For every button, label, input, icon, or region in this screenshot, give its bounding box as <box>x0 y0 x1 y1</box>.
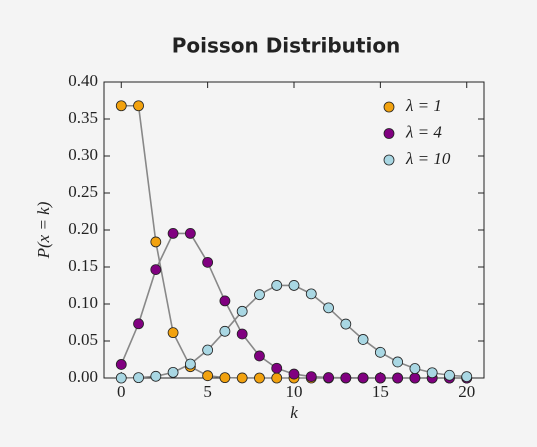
point <box>115 372 127 384</box>
point <box>254 289 265 301</box>
point <box>392 356 404 368</box>
x-tick-label: 0 <box>117 382 126 401</box>
y-tick-label: 0.30 <box>68 145 98 164</box>
point <box>340 318 352 330</box>
legend-marker <box>383 128 395 139</box>
point <box>236 305 248 317</box>
point <box>374 346 386 358</box>
x-tick-label: 15 <box>372 382 389 401</box>
y-tick-label: 0.35 <box>68 108 98 127</box>
point <box>150 370 162 382</box>
point <box>323 372 334 383</box>
point <box>254 350 265 362</box>
point <box>288 368 300 380</box>
point <box>184 228 196 239</box>
y-tick-label: 0.25 <box>68 182 98 201</box>
y-tick-label: 0.40 <box>68 71 98 90</box>
point <box>115 359 127 370</box>
point <box>133 372 144 384</box>
y-axis-label: P(x = k) <box>34 201 53 259</box>
legend-marker <box>383 154 395 166</box>
point <box>357 372 369 384</box>
point <box>167 228 179 239</box>
point <box>409 363 421 374</box>
point <box>340 372 352 384</box>
y-tick-label: 0.20 <box>68 219 98 238</box>
legend-label: λ = 1 <box>405 96 442 115</box>
point <box>219 295 231 307</box>
point <box>392 372 404 384</box>
y-tick-label: 0.10 <box>68 293 98 312</box>
x-tick-label: 20 <box>458 382 475 401</box>
y-tick-label: 0.05 <box>68 330 98 349</box>
point <box>219 325 231 337</box>
point <box>167 366 179 378</box>
y-tick-label: 0.15 <box>68 256 98 275</box>
point <box>115 100 127 112</box>
point <box>184 358 196 370</box>
legend-label: λ = 10 <box>405 149 451 168</box>
point <box>461 371 473 382</box>
point <box>444 369 455 381</box>
point <box>426 367 438 379</box>
point <box>288 280 300 291</box>
point <box>167 327 179 339</box>
point <box>305 288 317 300</box>
point <box>236 328 248 340</box>
legend-marker <box>383 101 395 113</box>
y-tick-label: 0.00 <box>68 367 98 386</box>
point <box>133 318 144 330</box>
x-tick-label: 10 <box>286 382 303 401</box>
point <box>305 371 317 382</box>
point <box>357 334 369 345</box>
x-tick-label: 5 <box>203 382 212 401</box>
point <box>202 344 214 356</box>
x-axis-label: k <box>290 403 298 422</box>
point <box>409 372 421 384</box>
point <box>374 372 386 384</box>
point <box>271 362 283 374</box>
point <box>254 372 265 384</box>
point <box>323 302 334 314</box>
chart-title: Poisson Distribution <box>172 34 401 58</box>
point <box>150 236 162 248</box>
point <box>271 372 283 384</box>
point <box>202 370 214 382</box>
point <box>133 100 144 112</box>
point <box>150 264 162 275</box>
point <box>236 372 248 384</box>
point <box>219 372 231 384</box>
legend-label: λ = 4 <box>405 122 442 141</box>
point <box>271 280 283 291</box>
point <box>202 256 214 268</box>
plot-area <box>103 81 485 379</box>
